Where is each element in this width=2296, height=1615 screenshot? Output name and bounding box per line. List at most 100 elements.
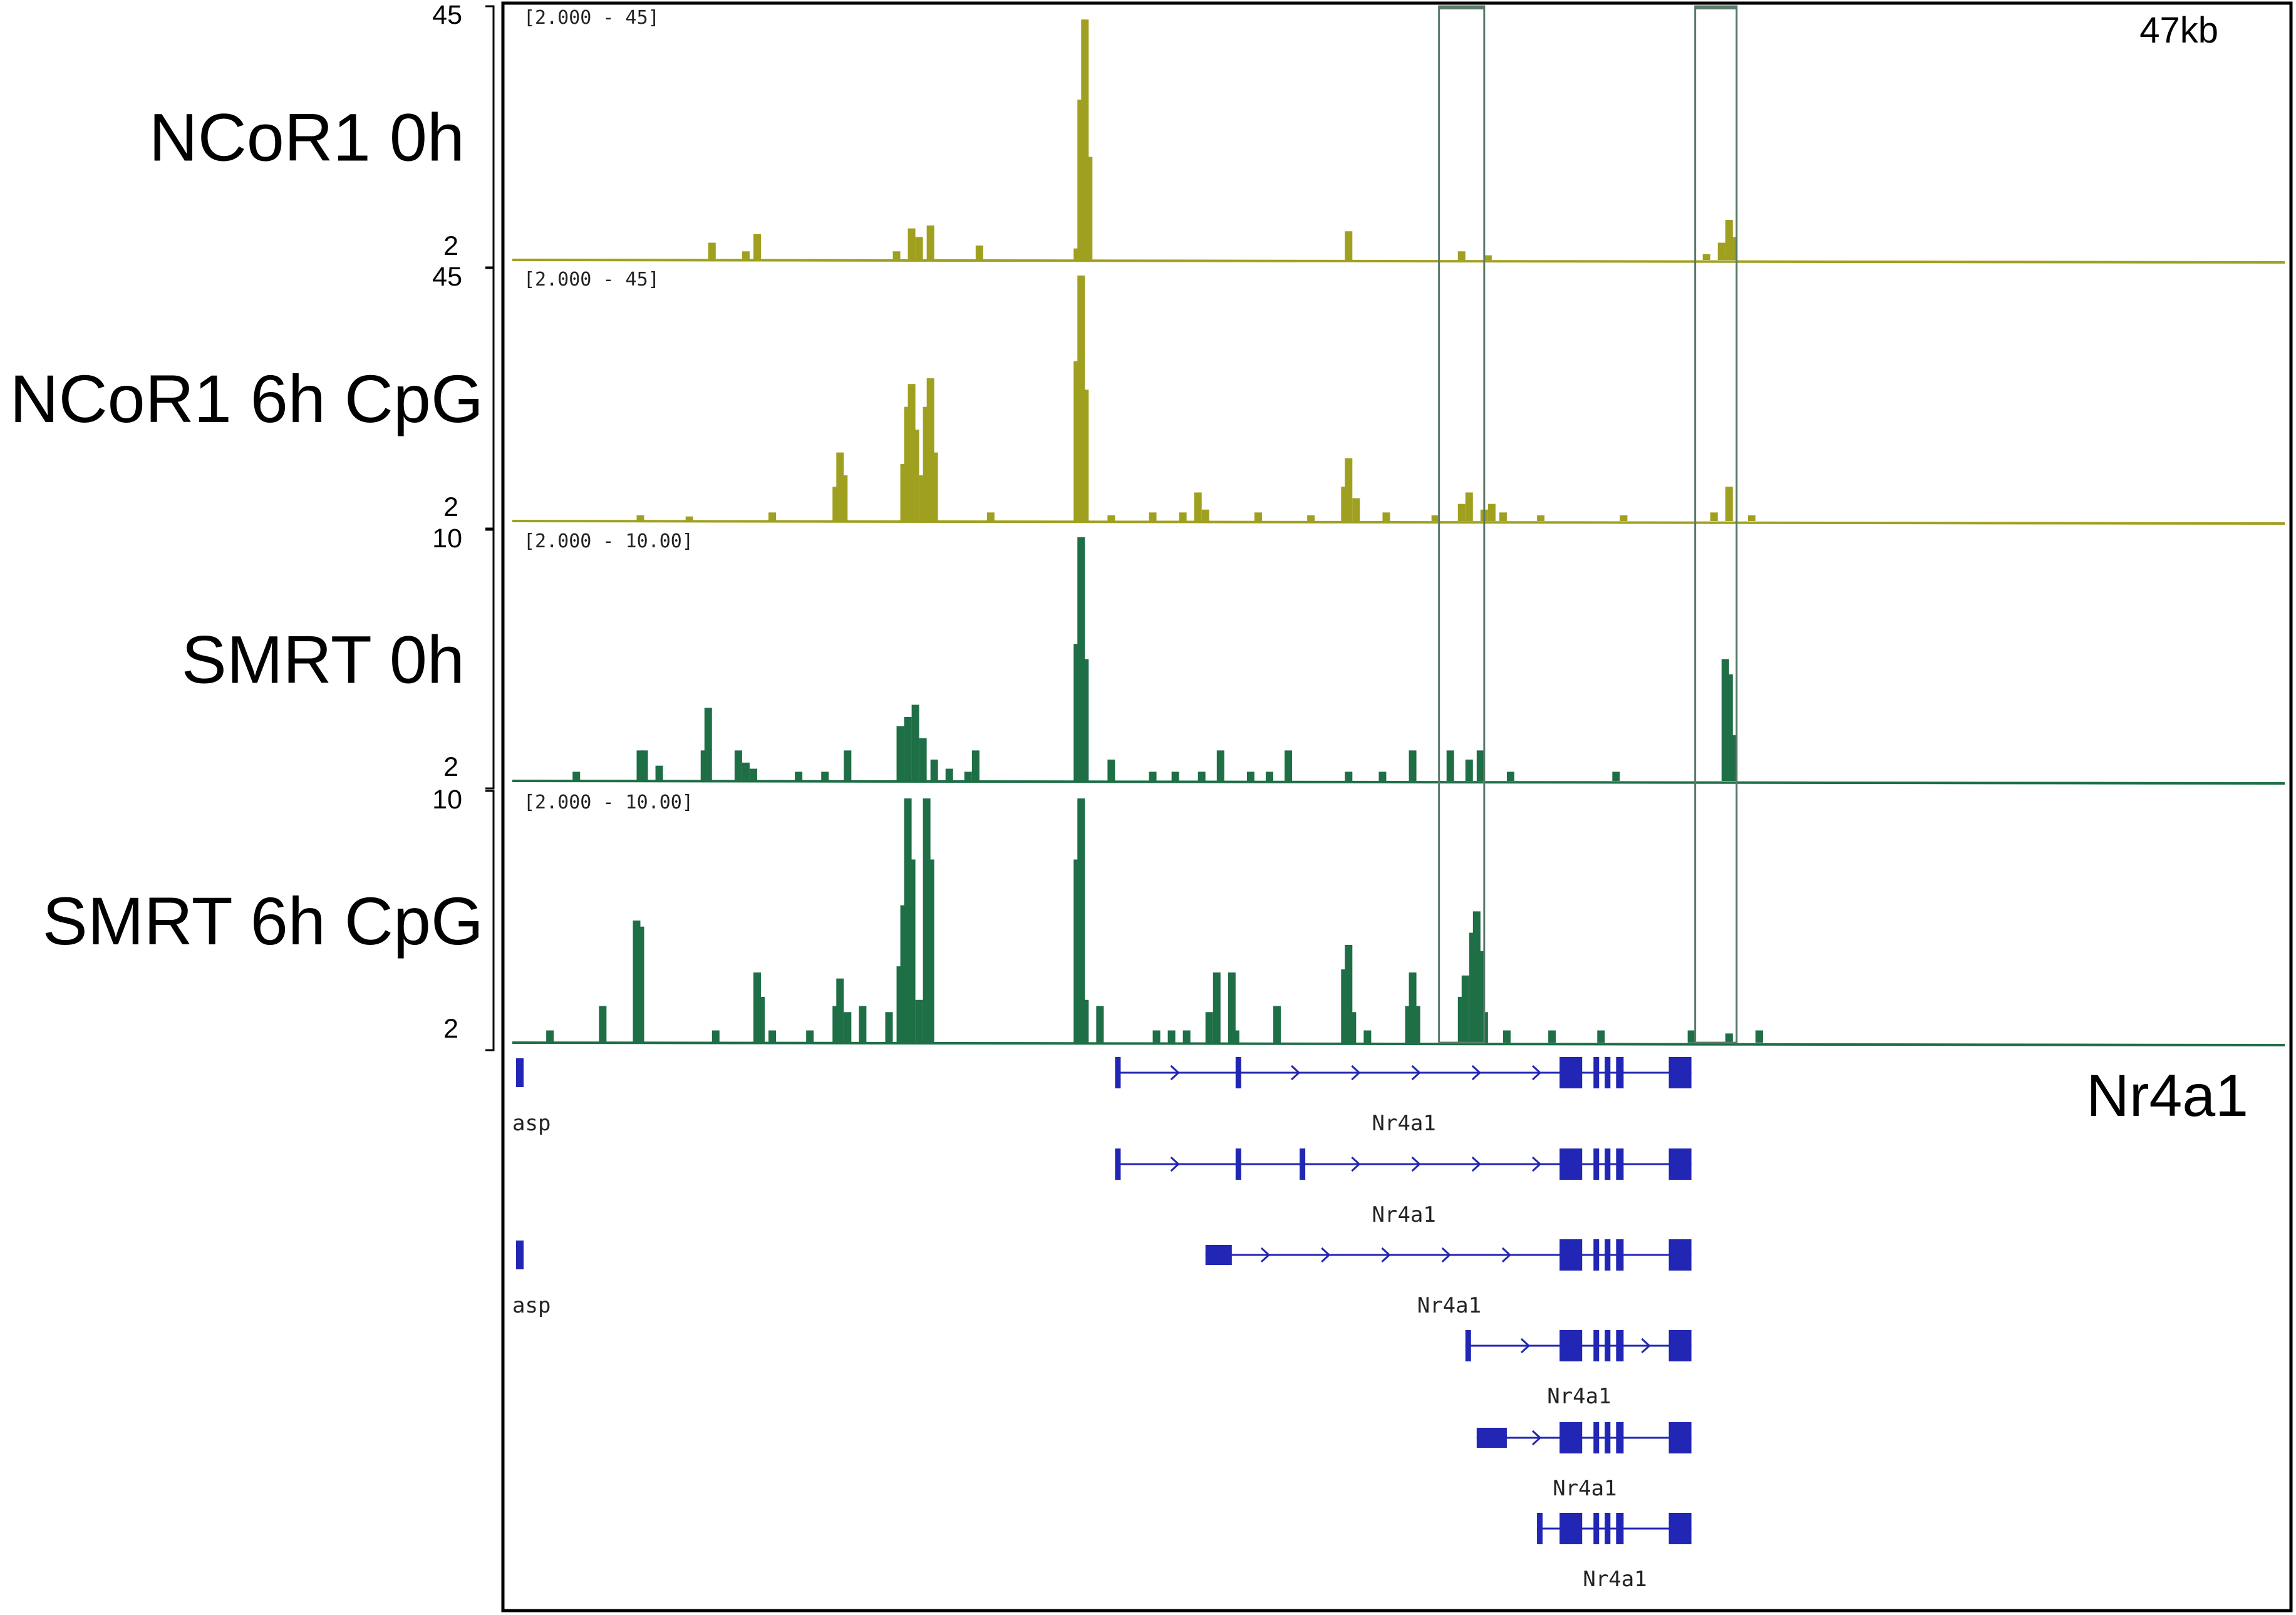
scale-bracket: [485, 267, 495, 530]
highlight-box: [1438, 5, 1486, 1044]
signal-bar: [708, 242, 716, 260]
signal-bar: [655, 765, 663, 781]
highlight-box: [1694, 5, 1738, 1044]
exon-block: [1668, 1513, 1692, 1544]
signal-bar: [1285, 750, 1293, 781]
scale-max-label: 45: [432, 0, 462, 30]
signal-bar: [1725, 487, 1733, 521]
signal-bar: [734, 750, 742, 781]
signal-bar: [1107, 759, 1115, 781]
strand-arrow: [1381, 1247, 1391, 1263]
strand-arrow: [1532, 1065, 1542, 1081]
signal-bar: [1412, 1006, 1420, 1043]
signal-bar: [1345, 231, 1353, 260]
signal-bar: [753, 234, 761, 260]
scale-max-label: 45: [432, 262, 462, 292]
signal-bar: [636, 750, 644, 781]
exon-block: [1605, 1057, 1611, 1088]
strand-arrow: [1260, 1247, 1271, 1263]
signal-bar: [636, 926, 644, 1043]
signal-bar: [1755, 1030, 1763, 1043]
exon-block: [1115, 1057, 1121, 1088]
signal-bar: [1702, 254, 1710, 260]
signal-bar: [572, 771, 581, 781]
data-range-label: [2.000 - 10.00]: [524, 792, 693, 813]
exon-block: [1593, 1330, 1600, 1361]
signal-bar: [546, 1030, 554, 1043]
exon-block: [1605, 1513, 1611, 1544]
exon-block: [1593, 1422, 1600, 1453]
strand-arrow: [1170, 1065, 1180, 1081]
signal-bar: [757, 996, 765, 1043]
signal-bar: [911, 430, 919, 521]
data-range-label: [2.000 - 45]: [524, 269, 659, 291]
scale-min-label: 2: [443, 1014, 458, 1044]
exon-block: [1235, 1148, 1241, 1180]
exon-block: [1668, 1330, 1692, 1361]
transcript-label: Nr4a1: [1553, 1476, 1616, 1501]
signal-bar: [1348, 1012, 1357, 1043]
signal-bar: [1687, 1030, 1695, 1043]
signal-bar: [945, 768, 953, 781]
signal-bar: [768, 1030, 777, 1043]
track-label: NCoR1 0h: [149, 100, 465, 175]
strand-arrow: [1471, 1156, 1482, 1172]
signal-bar: [1597, 1030, 1605, 1043]
exon-block: [1616, 1057, 1624, 1088]
signal-bar: [915, 237, 923, 260]
exon-block: [1605, 1422, 1611, 1453]
signal-bar: [1254, 512, 1262, 521]
signal-bar: [1457, 251, 1466, 260]
scale-min-label: 2: [443, 231, 458, 261]
exon-block: [516, 1241, 524, 1269]
exon-block: [1205, 1245, 1232, 1265]
signal-bar: [1352, 498, 1360, 521]
exon-block: [1668, 1239, 1692, 1271]
signal-bar: [1725, 1033, 1733, 1043]
exon-block: [1668, 1422, 1692, 1453]
exon-block: [1465, 1330, 1471, 1361]
signal-bar: [1273, 1006, 1281, 1043]
exon-block: [1593, 1239, 1600, 1271]
signal-bar: [1213, 972, 1221, 1043]
signal-bar: [836, 978, 844, 1043]
signal-bar: [1465, 759, 1473, 781]
transcript-label: Nr4a1: [1547, 1384, 1611, 1409]
signal-bar: [1487, 503, 1496, 521]
signal-bar: [892, 251, 901, 260]
signal-bar: [908, 228, 916, 260]
track-baseline: [512, 1041, 2285, 1046]
exon-block: [1668, 1057, 1692, 1088]
signal-bar: [1171, 771, 1179, 781]
signal-bar: [1179, 512, 1187, 521]
data-range-label: [2.000 - 45]: [524, 7, 659, 29]
signal-bar: [1548, 1030, 1556, 1043]
track-ncor1-6h-cpg: NCoR1 6h CpG 45 2 [2.000 - 45]: [10, 262, 2285, 530]
strand-arrow: [1411, 1065, 1421, 1081]
signal-bar: [711, 1030, 720, 1043]
signal-bar: [1081, 390, 1089, 521]
transcript-label: asp: [512, 1111, 551, 1136]
signal-bar: [1484, 255, 1492, 260]
track-label: NCoR1 6h CpG: [10, 361, 484, 436]
signal-bar: [1077, 798, 1085, 1043]
signal-bar: [1499, 512, 1507, 521]
exon-block: [1559, 1513, 1583, 1544]
transcript-label: Nr4a1: [1583, 1567, 1647, 1592]
signal-bar: [749, 768, 757, 781]
signal-bar: [1228, 972, 1236, 1043]
strand-arrow: [1441, 1247, 1451, 1263]
signal-bar: [1717, 242, 1725, 260]
signal-bar: [930, 759, 938, 781]
exon-block: [1300, 1148, 1306, 1180]
gene-name-label: Nr4a1: [2086, 1063, 2248, 1129]
signal-bar: [1167, 1030, 1176, 1043]
signal-bar: [926, 225, 934, 260]
signal-bar: [971, 750, 980, 781]
transcript-label: asp: [512, 1293, 551, 1318]
strand-arrow: [1501, 1247, 1512, 1263]
exon-block: [1616, 1422, 1624, 1453]
track-smrt-6h-cpg: SMRT 6h CpG 10 2 [2.000 - 10.00]: [43, 785, 2285, 1051]
track-label: SMRT 0h: [182, 622, 465, 698]
signal-bar: [1710, 512, 1718, 521]
